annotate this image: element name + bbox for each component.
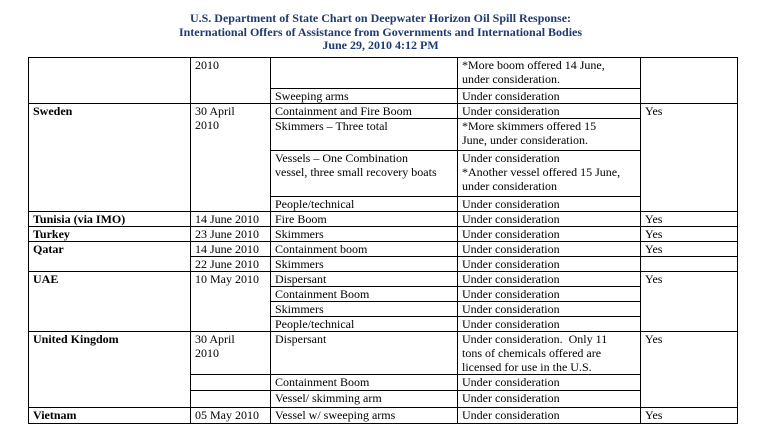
accepted-cell: Yes xyxy=(640,241,738,257)
status-cell: Under consideration xyxy=(457,390,641,408)
table-row: Vietnam 05 May 2010 Vessel w/ sweeping a… xyxy=(28,407,738,424)
status-cell: Under consideration xyxy=(457,407,641,424)
table-row: United Kingdom 30 April 2010 Dispersant … xyxy=(28,331,738,408)
status-cell: Under consideration xyxy=(457,286,641,302)
date-cell: 30 April 2010 xyxy=(190,331,271,375)
assistance-offers-table: 2010 *More boom offered 14 June, under c… xyxy=(28,57,738,424)
accepted-cell: Yes xyxy=(640,271,738,332)
offer-item-cell: Containment Boom xyxy=(270,374,458,391)
date-cell xyxy=(190,390,271,408)
country-cell-vietnam: Vietnam xyxy=(28,407,191,424)
status-cell: Under consideration xyxy=(457,241,641,257)
accepted-cell: Yes xyxy=(640,226,738,242)
title-line-3: June 29, 2010 4:12 PM xyxy=(322,38,439,52)
accepted-cell: Yes xyxy=(640,103,738,212)
offer-item-cell: Containment and Fire Boom xyxy=(270,103,458,119)
date-cell: 14 June 2010 xyxy=(190,211,271,227)
offer-item-cell: People/technical xyxy=(270,196,458,212)
offer-item-cell: Sweeping arms xyxy=(270,88,458,104)
status-cell: *More boom offered 14 June, under consid… xyxy=(457,57,641,89)
title-line-1: U.S. Department of State Chart on Deepwa… xyxy=(189,11,572,25)
status-cell: *More skimmers offered 15 June, under co… xyxy=(457,118,641,151)
offer-item-cell: Containment boom xyxy=(270,241,458,257)
country-cell xyxy=(28,57,191,104)
offer-item-cell: Containment Boom xyxy=(270,286,458,302)
table-row: Sweeping arms Under consideration xyxy=(29,88,738,104)
offer-item-cell: Dispersant xyxy=(270,271,458,287)
status-cell: Under consideration xyxy=(457,88,641,104)
offer-item-cell xyxy=(270,57,458,89)
country-cell-united-kingdom: United Kingdom xyxy=(28,331,191,408)
table-row: People/technical Under consideration xyxy=(29,196,738,212)
table-row: Turkey 23 June 2010 Skimmers Under consi… xyxy=(28,226,738,242)
date-cell: 23 June 2010 xyxy=(190,226,271,242)
offer-item-cell: Skimmers xyxy=(270,226,458,242)
country-cell-sweden: Sweden xyxy=(28,103,191,212)
offer-item-cell: Skimmers – Three total xyxy=(270,118,458,151)
table-row: Sweden 30 April 2010 Containment and Fir… xyxy=(28,103,738,212)
status-cell: Under consideration xyxy=(457,103,641,119)
accepted-cell: Yes xyxy=(640,331,738,408)
title-line-2: International Offers of Assistance from … xyxy=(178,24,583,39)
country-cell-tunisia: Tunisia (via IMO) xyxy=(28,211,191,227)
status-cell: Under consideration. Only 11 tons of che… xyxy=(457,331,641,375)
country-cell-uae: UAE xyxy=(28,271,191,332)
country-cell-turkey: Turkey xyxy=(28,226,191,242)
offer-item-cell: Vessel/ skimming arm xyxy=(270,390,458,408)
table-row: Qatar 14 June 2010 Containment boom Unde… xyxy=(28,241,738,272)
accepted-cell xyxy=(640,256,738,272)
date-cell: 14 June 2010 xyxy=(190,241,271,257)
accepted-cell: Yes xyxy=(640,407,738,424)
table-row: UAE 10 May 2010 Dispersant Under conside… xyxy=(28,271,738,332)
offer-item-cell: People/technical xyxy=(270,316,458,332)
date-cell: 10 May 2010 xyxy=(190,271,271,332)
date-cell xyxy=(190,374,271,391)
date-cell: 05 May 2010 xyxy=(190,407,271,424)
status-cell: Under consideration *Another vessel offe… xyxy=(457,150,641,197)
status-cell: Under consideration xyxy=(457,196,641,212)
date-cell: 30 April 2010 xyxy=(190,103,271,212)
status-cell: Under consideration xyxy=(457,211,641,227)
offer-item-cell: Skimmers xyxy=(270,256,458,272)
accepted-cell: Yes xyxy=(640,211,738,227)
status-cell: Under consideration xyxy=(457,301,641,317)
table-row: 2010 *More boom offered 14 June, under c… xyxy=(28,57,738,104)
accepted-cell xyxy=(640,57,738,104)
status-cell: Under consideration xyxy=(457,226,641,242)
offer-item-cell: Skimmers xyxy=(270,301,458,317)
status-cell: Under consideration xyxy=(457,316,641,332)
date-cell: 22 June 2010 xyxy=(190,256,271,272)
date-cell: 2010 xyxy=(190,57,271,104)
offer-item-cell: Fire Boom xyxy=(270,211,458,227)
country-cell-qatar: Qatar xyxy=(28,241,191,272)
offer-item-cell: Vessels – One Combination vessel, three … xyxy=(270,150,458,197)
document-title: U.S. Department of State Chart on Deepwa… xyxy=(0,11,761,53)
table-row: Vessels – One Combination vessel, three … xyxy=(29,150,738,197)
table-row: Tunisia (via IMO) 14 June 2010 Fire Boom… xyxy=(28,211,738,227)
status-cell: Under consideration xyxy=(457,256,641,272)
status-cell: Under consideration xyxy=(457,271,641,287)
offer-item-cell: Vessel w/ sweeping arms xyxy=(270,407,458,424)
status-cell: Under consideration xyxy=(457,374,641,391)
offer-item-cell: Dispersant xyxy=(270,331,458,375)
